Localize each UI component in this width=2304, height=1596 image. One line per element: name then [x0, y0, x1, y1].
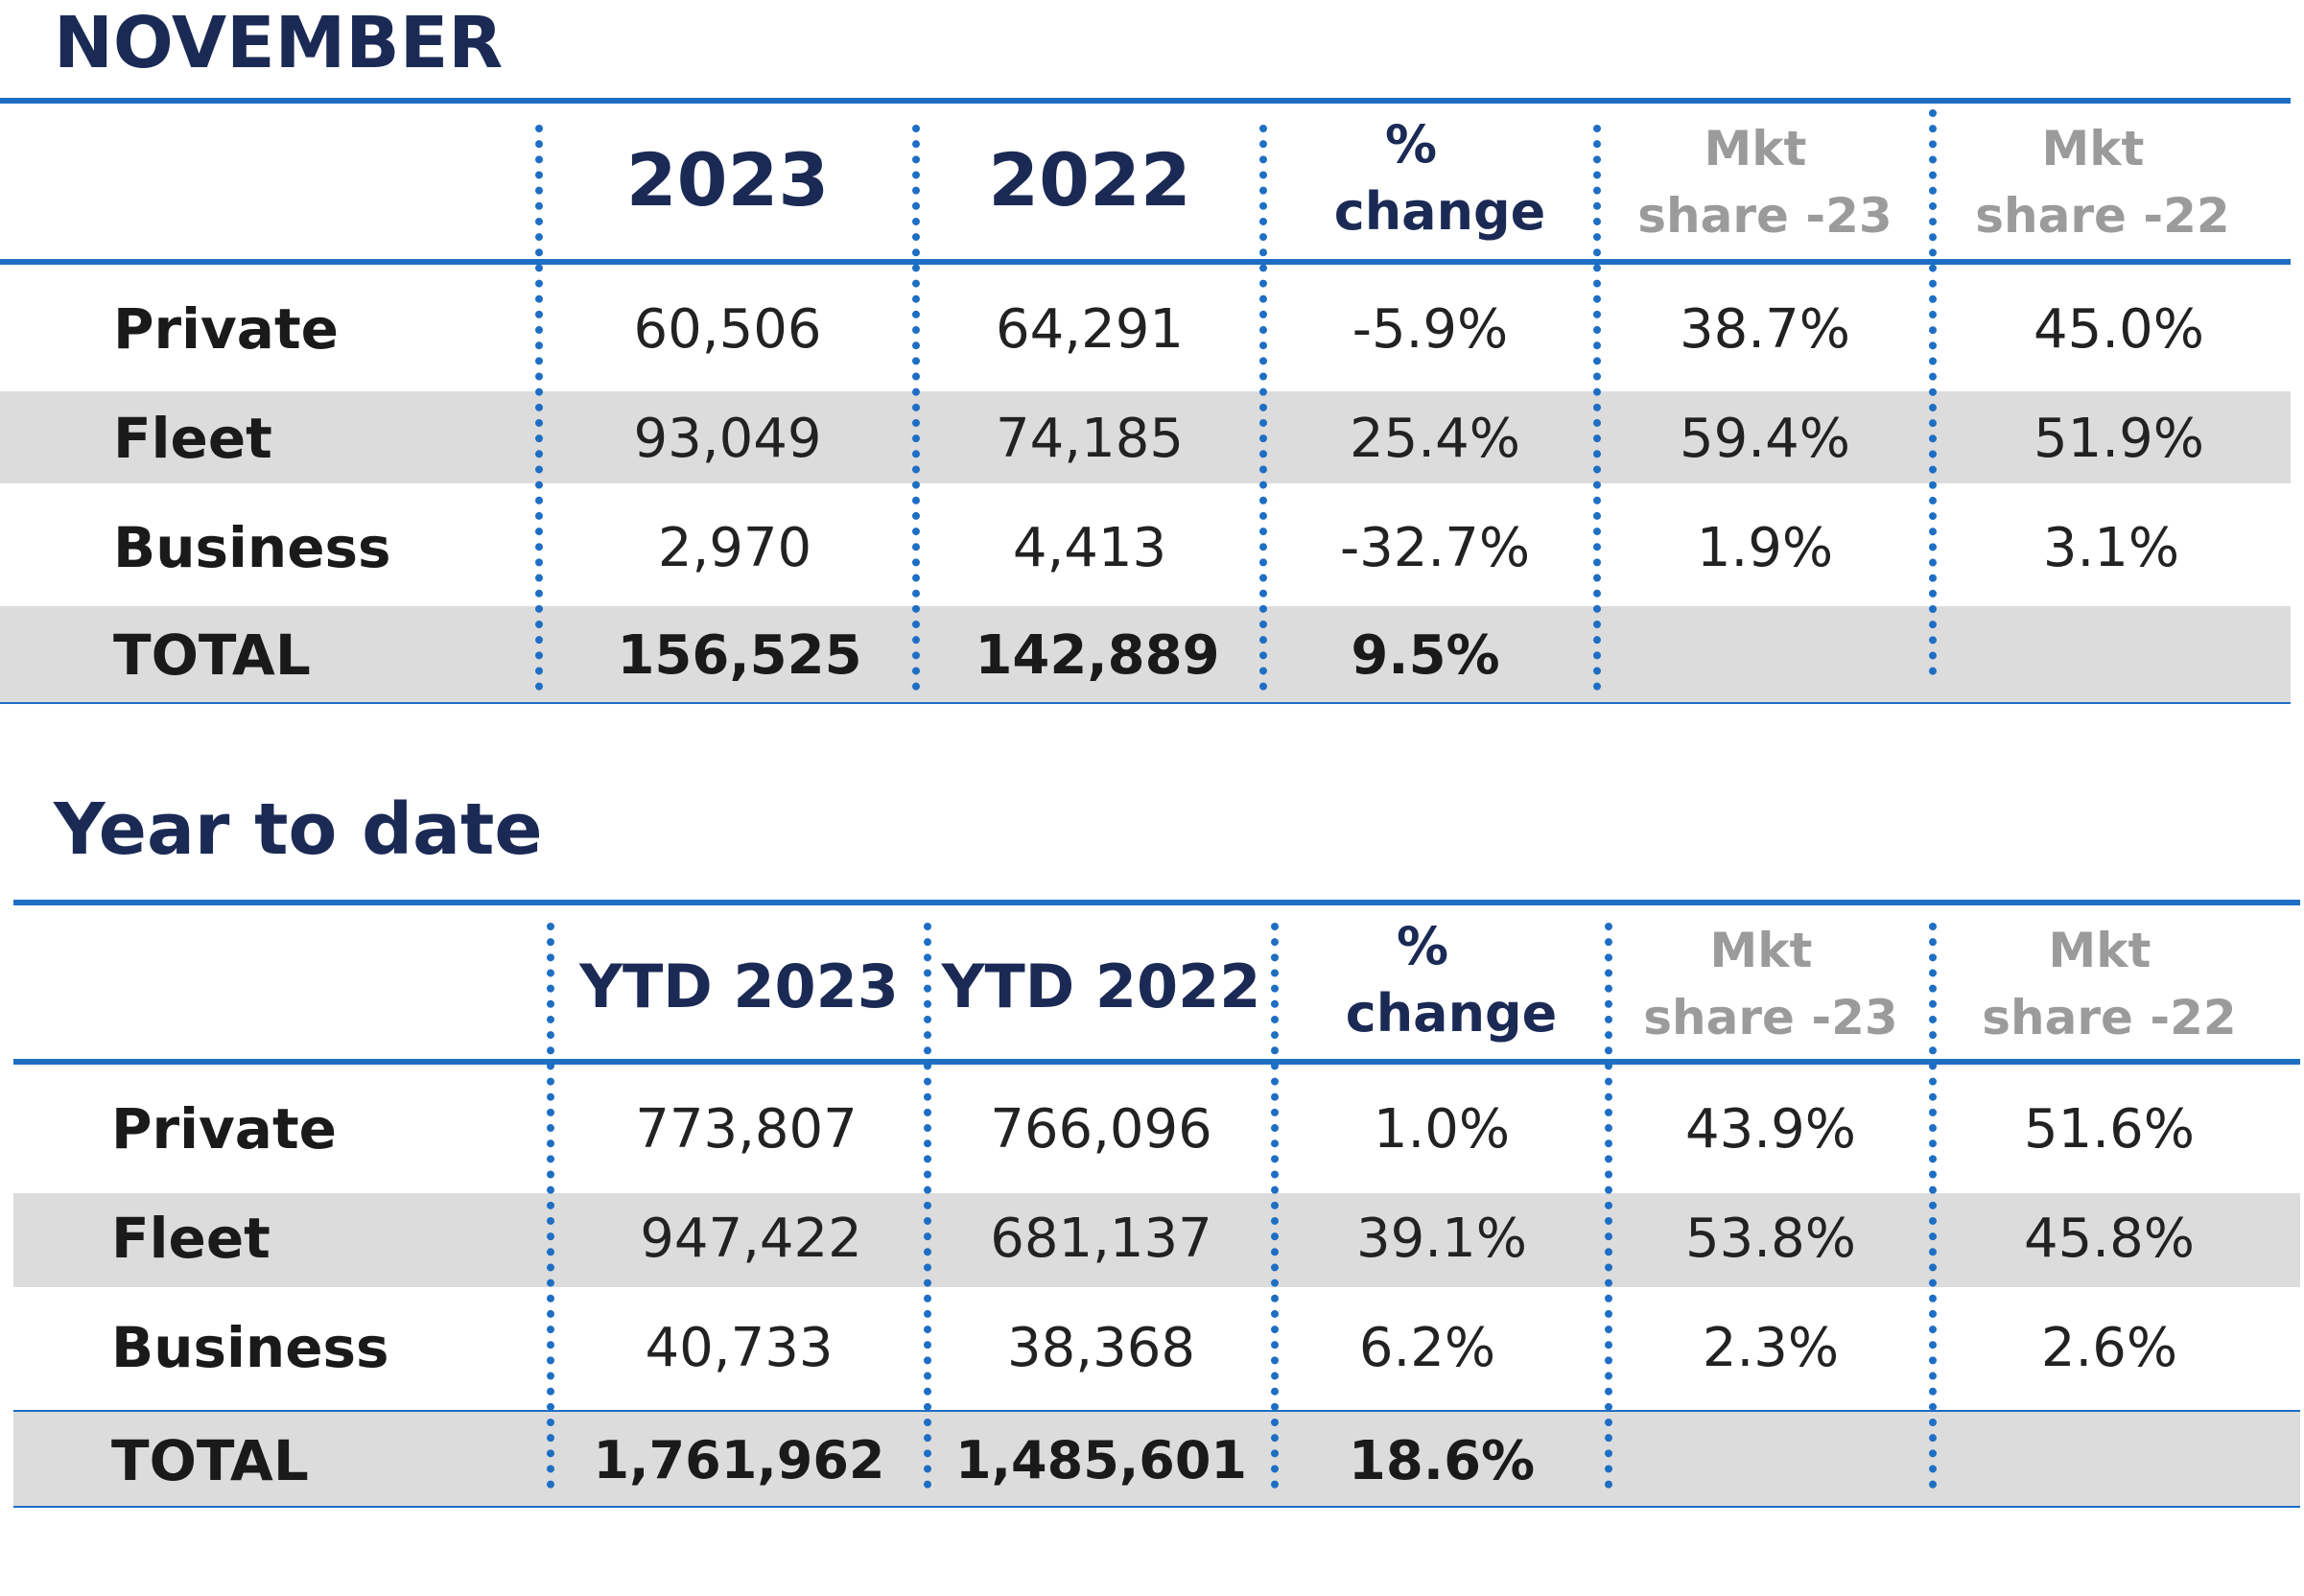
total-value: 142,889 [975, 624, 1220, 687]
column-separator [1593, 125, 1601, 691]
header-mkt-share-23: Mkt share -23 [1601, 115, 1929, 249]
cell-value: 25.4% [1350, 408, 1520, 470]
column-separator [924, 923, 931, 1489]
column-separator [547, 923, 554, 1489]
header-mkt-share-23: Mkt share -23 [1612, 917, 1929, 1051]
column-separator [1929, 109, 1937, 675]
row-label-fleet: Fleet [111, 1206, 270, 1271]
cell-value: 51.9% [2034, 408, 2204, 470]
header-mkt23-line1: Mkt [1709, 923, 1813, 978]
header-mkt-share-22: Mkt share -22 [1937, 917, 2282, 1051]
row-label-private: Private [113, 296, 340, 362]
header-mkt22-line1: Mkt [2048, 923, 2151, 978]
column-separator [1271, 923, 1279, 1489]
column-separator [1605, 923, 1612, 1489]
cell-value: 681,137 [990, 1208, 1212, 1270]
cell-value: 6.2% [1358, 1317, 1496, 1379]
cell-value: 2.3% [1702, 1317, 1840, 1379]
total-top-rule [13, 1410, 2300, 1412]
cell-value: 45.0% [2034, 298, 2204, 361]
cell-value: 64,291 [996, 298, 1184, 361]
header-pct-line2: change [1345, 983, 1558, 1044]
cell-value: 40,733 [645, 1317, 834, 1379]
header-ytd-2023: YTD 2023 [579, 951, 899, 1021]
cell-value: -5.9% [1352, 298, 1509, 361]
cell-value: 1.0% [1373, 1098, 1511, 1161]
cell-value: 51.6% [2024, 1098, 2195, 1161]
cell-value: 773,807 [635, 1098, 858, 1161]
cell-value: 4,413 [1012, 517, 1167, 579]
november-section: NOVEMBER 2023 2022 % change Mkt share -2… [0, 0, 2304, 729]
cell-value: 45.8% [2024, 1208, 2195, 1270]
ytd-section: Year to date YTD 2023 YTD 2022 % change … [0, 767, 2304, 1535]
cell-value: 43.9% [1685, 1098, 1856, 1161]
header-mkt23-line2: share -23 [1643, 990, 1898, 1045]
row-label-fleet: Fleet [113, 406, 272, 471]
cell-value: 38,368 [1007, 1317, 1195, 1379]
header-pct-line1: % [1396, 916, 1449, 976]
cell-value: 60,506 [633, 298, 822, 361]
row-label-business: Business [111, 1315, 389, 1380]
cell-value: 1.9% [1696, 517, 1834, 579]
header-bottom-rule [13, 1059, 2300, 1065]
header-2022: 2022 [988, 137, 1191, 223]
column-separator [1259, 125, 1267, 691]
header-mkt-share-22: Mkt share -22 [1937, 115, 2269, 249]
column-separator [912, 125, 920, 691]
total-value: 9.5% [1351, 624, 1500, 687]
header-mkt23-line1: Mkt [1704, 121, 1807, 176]
fleet-row-shade [13, 1193, 2300, 1287]
row-label-total: TOTAL [111, 1428, 309, 1493]
november-title: NOVEMBER [54, 2, 504, 84]
table-top-rule [13, 900, 2300, 905]
total-value: 156,525 [617, 624, 862, 687]
ytd-table: YTD 2023 YTD 2022 % change Mkt share -23… [13, 900, 2300, 1508]
cell-value: 766,096 [990, 1098, 1212, 1161]
header-bottom-rule [0, 259, 2291, 265]
total-value: 1,485,601 [954, 1430, 1248, 1490]
row-label-business: Business [113, 515, 391, 580]
ytd-title: Year to date [54, 788, 543, 871]
header-mkt23-line2: share -23 [1637, 188, 1893, 244]
cell-value: 59.4% [1680, 408, 1850, 470]
cell-value: 74,185 [996, 408, 1184, 470]
cell-value: 2.6% [2040, 1317, 2178, 1379]
cell-value: -32.7% [1339, 517, 1531, 579]
november-table: 2023 2022 % change Mkt share -23 Mkt sha… [0, 98, 2291, 704]
header-mkt22-line2: share -22 [1982, 990, 2237, 1045]
cell-value: 38.7% [1680, 298, 1850, 361]
cell-value: 2,970 [657, 517, 812, 579]
cell-value: 93,049 [633, 408, 822, 470]
header-pct-change: % change [1279, 913, 1605, 1047]
total-value: 1,761,962 [593, 1430, 885, 1490]
cell-value: 39.1% [1356, 1208, 1527, 1270]
column-separator [1929, 923, 1937, 1489]
header-mkt22-line2: share -22 [1975, 188, 2230, 244]
fleet-row-shade [0, 391, 2291, 483]
header-pct-line2: change [1333, 181, 1546, 242]
header-mkt22-line1: Mkt [2041, 121, 2145, 176]
header-ytd-2022: YTD 2022 [941, 951, 1261, 1021]
total-row-shade [13, 1410, 2300, 1506]
row-label-total: TOTAL [113, 622, 311, 688]
table-bottom-rule [0, 702, 2291, 704]
table-top-rule [0, 98, 2291, 104]
row-label-private: Private [111, 1096, 338, 1162]
column-separator [535, 125, 543, 691]
total-row-shade [0, 606, 2291, 702]
header-2023: 2023 [625, 137, 830, 223]
cell-value: 53.8% [1685, 1208, 1856, 1270]
header-pct-change: % change [1267, 111, 1593, 246]
header-pct-line1: % [1384, 114, 1438, 175]
cell-value: 947,422 [640, 1208, 862, 1270]
total-value: 18.6% [1348, 1430, 1536, 1492]
table-bottom-rule [13, 1506, 2300, 1508]
cell-value: 3.1% [2042, 517, 2180, 579]
